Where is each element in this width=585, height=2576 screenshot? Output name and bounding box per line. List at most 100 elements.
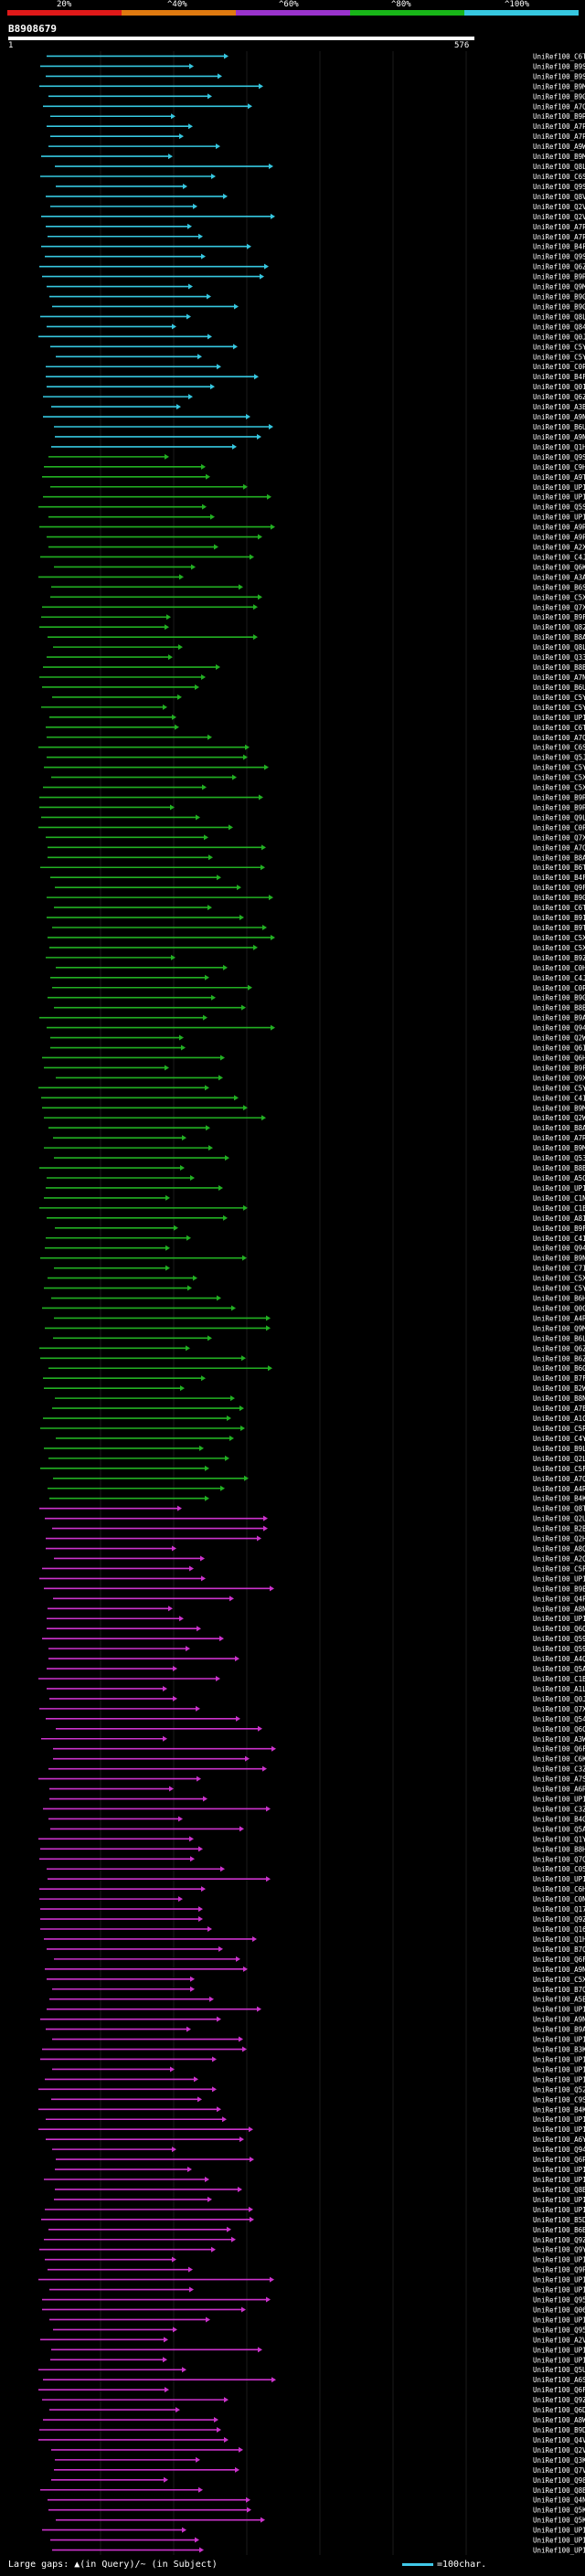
hit-label[interactable]: UniRef100_UP1000.. xyxy=(533,493,585,502)
hit-label[interactable]: UniRef100_A5E5N0 xyxy=(533,1996,585,2004)
hit-label[interactable]: UniRef100_B6SUF8 xyxy=(533,583,585,591)
hit-label[interactable]: UniRef100_UP1000.. xyxy=(533,2125,585,2134)
hit-label[interactable]: UniRef100_B4K0U6 xyxy=(533,2105,585,2114)
hit-label[interactable]: UniRef100_C0P9G0 xyxy=(533,823,585,832)
hit-label[interactable]: UniRef100_B9MUW8 xyxy=(533,153,585,161)
hit-label[interactable]: UniRef100_A7QT32 xyxy=(533,843,585,852)
hit-label[interactable]: UniRef100_Q9FRQ7 xyxy=(533,884,585,892)
hit-label[interactable]: UniRef100_Q9M093 xyxy=(533,283,585,292)
hit-label[interactable]: UniRef100_A4RT38 xyxy=(533,1485,585,1493)
hit-label[interactable]: UniRef100_UP1000.. xyxy=(533,2075,585,2083)
hit-label[interactable]: UniRef100_Q5K970 xyxy=(533,2507,585,2515)
hit-label[interactable]: UniRef100_Q33708 xyxy=(533,653,585,662)
hit-label[interactable]: UniRef100_A7NW93 xyxy=(533,673,585,682)
hit-label[interactable]: UniRef100_Q6K7R1 xyxy=(533,563,585,571)
hit-label[interactable]: UniRef100_UP1000.. xyxy=(533,2206,585,2214)
hit-label[interactable]: UniRef100_B9E149 xyxy=(533,1585,585,1593)
hit-label[interactable]: UniRef100_UP1000.. xyxy=(533,1796,585,1804)
hit-label[interactable]: UniRef100_A9NT66 xyxy=(533,433,585,441)
hit-label[interactable]: UniRef100_Q0CL96 xyxy=(533,1304,585,1312)
hit-label[interactable]: UniRef100_A3A911 xyxy=(533,573,585,581)
hit-label[interactable]: UniRef100_Q7XVI0 xyxy=(533,1705,585,1713)
hit-label[interactable]: UniRef100_A1CH04 xyxy=(533,1415,585,1423)
hit-label[interactable]: UniRef100_B9GIB4 xyxy=(533,293,585,302)
hit-label[interactable]: UniRef100_Q06V1 xyxy=(533,2306,585,2314)
hit-label[interactable]: UniRef100_Q7VCY1 xyxy=(533,2466,585,2475)
hit-label[interactable]: UniRef100_Q9P0L0 xyxy=(533,2266,585,2274)
hit-label[interactable]: UniRef100_UP1000.. xyxy=(533,2356,585,2364)
hit-label[interactable]: UniRef100_B4FTW6 xyxy=(533,373,585,381)
hit-label[interactable]: UniRef100_B9RD68 xyxy=(533,112,585,121)
hit-label[interactable]: UniRef100_Q95292 xyxy=(533,2326,585,2334)
hit-label[interactable]: UniRef100_UP1000.. xyxy=(533,2115,585,2124)
hit-label[interactable]: UniRef100_Q17IM9 xyxy=(533,1905,585,1913)
hit-label[interactable]: UniRef100_B91849 xyxy=(533,914,585,922)
hit-label[interactable]: UniRef100_Q6ZJR5 xyxy=(533,393,585,401)
hit-label[interactable]: UniRef100_C5FB76 xyxy=(533,1465,585,1473)
hit-label[interactable]: UniRef100_A9RJ05 xyxy=(533,524,585,532)
hit-label[interactable]: UniRef100_C5YNS8 xyxy=(533,1285,585,1293)
hit-label[interactable]: UniRef100_Q5AL56 xyxy=(533,1665,585,1673)
hit-label[interactable]: UniRef100_A3BPR6 xyxy=(533,403,585,411)
hit-label[interactable]: UniRef100_UP1000.. xyxy=(533,1875,585,1883)
hit-label[interactable]: UniRef100_C3ZC38 xyxy=(533,1805,585,1813)
hit-label[interactable]: UniRef100_Q16943 xyxy=(533,1925,585,1934)
hit-label[interactable]: UniRef100_Q4PE54 xyxy=(533,1595,585,1603)
hit-label[interactable]: UniRef100_Q6CA74 xyxy=(533,1725,585,1733)
hit-label[interactable]: UniRef100_B9APH6 xyxy=(533,2026,585,2034)
hit-label[interactable]: UniRef100_C9HGS1 xyxy=(533,463,585,472)
hit-label[interactable]: UniRef100_C5XY44 xyxy=(533,1275,585,1283)
hit-label[interactable]: UniRef100_C0PIM8 xyxy=(533,984,585,992)
hit-label[interactable]: UniRef100_B9RSZ2 xyxy=(533,794,585,802)
hit-label[interactable]: UniRef100_A9NRI2 xyxy=(533,2016,585,2024)
hit-label[interactable]: UniRef100_Q9SHC8 xyxy=(533,253,585,261)
hit-label[interactable]: UniRef100_A9W459 xyxy=(533,143,585,151)
hit-label[interactable]: UniRef100_A7SHN7 xyxy=(533,1776,585,1784)
hit-label[interactable]: UniRef100_A8IW17 xyxy=(533,1214,585,1223)
hit-label[interactable]: UniRef100_A8N547 xyxy=(533,1605,585,1613)
hit-label[interactable]: UniRef100_UP1000.. xyxy=(533,2166,585,2174)
hit-label[interactable]: UniRef100_B6U0D8 xyxy=(533,423,585,431)
hit-label[interactable]: UniRef100_C4Y3A6 xyxy=(533,1435,585,1443)
hit-label[interactable]: UniRef100_UP1000.. xyxy=(533,2346,585,2354)
hit-label[interactable]: UniRef100_Q9SE83 xyxy=(533,183,585,191)
hit-label[interactable]: UniRef100_C9S8M4 xyxy=(533,2095,585,2104)
hit-label[interactable]: UniRef100_B9N3E4 xyxy=(533,1255,585,1263)
hit-label[interactable]: UniRef100_A9NNK2 xyxy=(533,413,585,421)
hit-label[interactable]: UniRef100_Q3KR55 xyxy=(533,2456,585,2465)
hit-label[interactable]: UniRef100_B9F1M8 xyxy=(533,613,585,621)
hit-label[interactable]: UniRef100_Q0J3W4 xyxy=(533,1695,585,1703)
hit-label[interactable]: UniRef100_Q1YRJ2 xyxy=(533,1835,585,1843)
hit-label[interactable]: UniRef100_A9TNF2 xyxy=(533,473,585,482)
hit-label[interactable]: UniRef100_A4QVD8 xyxy=(533,1655,585,1663)
hit-label[interactable]: UniRef100_Q84WW5 xyxy=(533,323,585,331)
hit-label[interactable]: UniRef100_UP1000.. xyxy=(533,2527,585,2535)
hit-label[interactable]: UniRef100_C6SXB0 xyxy=(533,744,585,752)
hit-label[interactable]: UniRef100_B7F440 xyxy=(533,1374,585,1383)
hit-label[interactable]: UniRef100_B8AG23 xyxy=(533,1124,585,1132)
hit-label[interactable]: UniRef100_B9LV43 xyxy=(533,1445,585,1453)
hit-label[interactable]: UniRef100_B9GHD7 xyxy=(533,894,585,902)
hit-label[interactable]: UniRef100_A7PZ06 xyxy=(533,223,585,231)
hit-label[interactable]: UniRef100_B6HT36 xyxy=(533,1295,585,1303)
hit-label[interactable]: UniRef100_UP1000.. xyxy=(533,2547,585,2555)
hit-label[interactable]: UniRef100_Q6H8H4 xyxy=(533,1054,585,1062)
hit-label[interactable]: UniRef100_UP1000.. xyxy=(533,714,585,722)
hit-label[interactable]: UniRef100_UP1000.. xyxy=(533,483,585,492)
hit-label[interactable]: UniRef100_C5P337 xyxy=(533,1425,585,1433)
hit-label[interactable]: UniRef100_C6THF6 xyxy=(533,724,585,732)
hit-label[interactable]: UniRef100_C7IYX7 xyxy=(533,1265,585,1273)
hit-label[interactable]: UniRef100_Q2V3M6 xyxy=(533,213,585,221)
hit-label[interactable]: UniRef100_B9FP91 xyxy=(533,1224,585,1233)
hit-label[interactable]: UniRef100_UP1000.. xyxy=(533,2276,585,2284)
hit-label[interactable]: UniRef100_Q9M6T1 xyxy=(533,1324,585,1332)
hit-label[interactable]: UniRef100_A2X7Q0 xyxy=(533,544,585,552)
hit-label[interactable]: UniRef100_Q8BVR1 xyxy=(533,2486,585,2495)
hit-label[interactable]: UniRef100_UP1000.. xyxy=(533,2286,585,2295)
hit-label[interactable]: UniRef100_A2QHN8 xyxy=(533,1554,585,1563)
hit-label[interactable]: UniRef100_C3Z076 xyxy=(533,1765,585,1774)
hit-label[interactable]: UniRef100_Q9XF3 xyxy=(533,1074,585,1082)
hit-label[interactable]: UniRef100_B4GYX2 xyxy=(533,1815,585,1823)
hit-label[interactable]: UniRef100_A7PYB8 xyxy=(533,233,585,241)
hit-label[interactable]: UniRef100_B2W157 xyxy=(533,1384,585,1393)
